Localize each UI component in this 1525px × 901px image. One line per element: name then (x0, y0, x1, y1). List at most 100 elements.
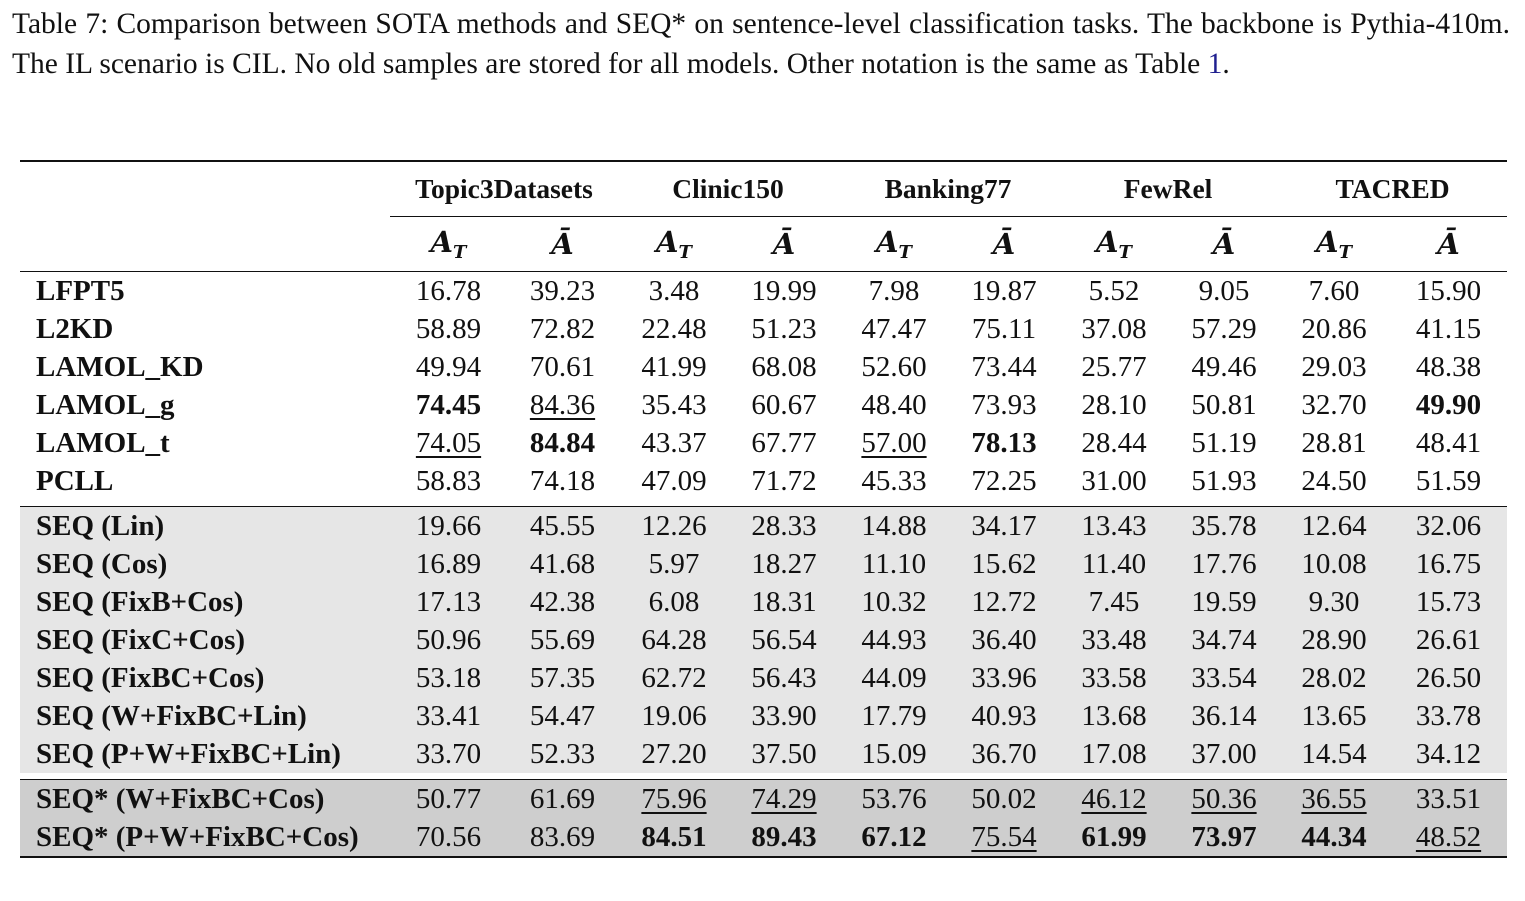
value-cell: 28.44 (1058, 424, 1170, 462)
method-name: LAMOL_KD (36, 350, 204, 383)
value: 11.40 (1081, 547, 1147, 580)
value-cell: 45.33 (838, 462, 950, 500)
value-cell: 28.33 (730, 506, 838, 545)
value: 32.70 (1301, 388, 1367, 421)
value: 34.17 (971, 509, 1037, 542)
value-cell: 44.09 (838, 659, 950, 697)
value-cell: 56.54 (730, 621, 838, 659)
value-cell: 36.14 (1170, 697, 1279, 735)
value-cell: 55.69 (507, 621, 618, 659)
value-cell: 13.68 (1058, 697, 1170, 735)
value: 49.90 (1415, 388, 1482, 421)
value-cell: 75.96 (618, 779, 730, 818)
value: 75.54 (971, 820, 1037, 853)
value: 17.79 (861, 699, 927, 732)
value: 73.93 (971, 388, 1037, 421)
value-cell: 48.38 (1390, 348, 1507, 386)
value-cell: 33.70 (390, 735, 507, 773)
value-cell: 31.00 (1058, 462, 1170, 500)
value: 50.81 (1191, 388, 1257, 421)
value-cell: 44.93 (838, 621, 950, 659)
caption-end: . (1222, 48, 1230, 80)
value: 5.52 (1088, 274, 1140, 307)
value: 16.78 (415, 274, 482, 307)
metric-final-subscript: T (1118, 242, 1132, 263)
value-cell: 49.90 (1390, 386, 1507, 424)
value-cell: 36.40 (950, 621, 1058, 659)
metric-final-header: AT (390, 217, 507, 272)
value-cell: 73.93 (950, 386, 1058, 424)
metric-final-symbol: AT (876, 225, 912, 263)
value-cell: 41.99 (618, 348, 730, 386)
value: 72.25 (971, 464, 1037, 497)
value-cell: 9.30 (1278, 583, 1391, 621)
value: 52.33 (529, 737, 596, 770)
value-cell: 72.25 (950, 462, 1058, 500)
metric-final-symbol: AT (656, 225, 692, 263)
value-cell: 33.90 (730, 697, 838, 735)
value-cell: 62.72 (618, 659, 730, 697)
value-cell: 84.36 (507, 386, 618, 424)
value: 74.18 (529, 464, 596, 497)
value-cell: 7.45 (1058, 583, 1170, 621)
value: 52.60 (861, 350, 927, 383)
value: 14.54 (1301, 737, 1367, 770)
value: 15.62 (971, 547, 1037, 580)
table-row: LAMOL_g 74.45 84.36 35.43 60.67 48.40 73.93 28.… (20, 386, 1507, 424)
value-cell: 17.13 (390, 583, 507, 621)
value: 28.81 (1301, 426, 1367, 459)
method-name: SEQ (W+FixBC+Lin) (20, 697, 390, 735)
caption-table-link[interactable]: 1 (1207, 48, 1223, 80)
value: 17.08 (1081, 737, 1147, 770)
value: 28.02 (1301, 661, 1367, 694)
value-cell: 14.54 (1278, 735, 1391, 773)
value-cell: 14.88 (838, 506, 950, 545)
value-cell: 39.23 (507, 271, 618, 310)
value: 46.12 (1081, 782, 1147, 815)
value-cell: 68.08 (730, 348, 838, 386)
value-cell: 18.31 (730, 583, 838, 621)
value: 51.19 (1191, 426, 1257, 459)
value-cell: 27.20 (618, 735, 730, 773)
value: 33.90 (751, 699, 817, 732)
value-cell: 11.40 (1058, 545, 1170, 583)
value-cell: 37.00 (1170, 735, 1279, 773)
value-cell: 15.09 (838, 735, 950, 773)
value-cell: 33.51 (1390, 779, 1508, 818)
metric-final-subscript: T (453, 242, 467, 263)
value: 28.44 (1081, 426, 1147, 459)
value: 56.54 (751, 623, 817, 656)
value-cell: 49.46 (1170, 348, 1278, 386)
dataset-header: Topic3Datasets (390, 160, 618, 217)
value-cell: 37.08 (1058, 310, 1170, 348)
value-cell: 74.29 (730, 779, 838, 818)
value-cell: 50.36 (1170, 779, 1279, 818)
value-cell: 53.18 (390, 659, 507, 697)
table-row: LAMOL_KD 49.94 70.61 41.99 68.08 52.60 73.44 25… (20, 348, 1507, 386)
value: 57.29 (1191, 312, 1257, 345)
value-cell: 64.28 (618, 621, 730, 659)
method-name: SEQ (Cos) (20, 545, 390, 583)
value: 19.99 (751, 274, 817, 307)
value: 56.43 (751, 661, 817, 694)
value-cell: 19.66 (390, 506, 507, 545)
value: 49.46 (1191, 350, 1257, 383)
value: 10.32 (861, 585, 927, 618)
value-cell: 52.60 (838, 348, 950, 386)
table-row: LFPT5 16.78 39.23 3.48 19.99 7.98 19.87 5.52 9.0… (20, 271, 1508, 310)
table-row: SEQ* (P+W+FixBC+Cos) 70.56 83.69 84.51 89.43… (20, 818, 1508, 858)
value: 50.96 (415, 623, 482, 656)
value-cell: 28.90 (1278, 621, 1391, 659)
value: 62.72 (641, 661, 707, 694)
metric-avg-symbol: Ā (772, 226, 796, 261)
value: 48.38 (1415, 350, 1482, 383)
value-cell: 44.34 (1278, 818, 1391, 858)
value-cell: 40.93 (950, 697, 1058, 735)
value: 51.23 (751, 312, 817, 345)
header-corner-2 (20, 217, 390, 272)
value-cell: 5.97 (618, 545, 730, 583)
dataset-header: Clinic150 (618, 160, 838, 217)
value-cell: 5.52 (1058, 271, 1170, 310)
value: 9.30 (1308, 585, 1360, 618)
metric-avg-header: Ā (1170, 217, 1278, 272)
